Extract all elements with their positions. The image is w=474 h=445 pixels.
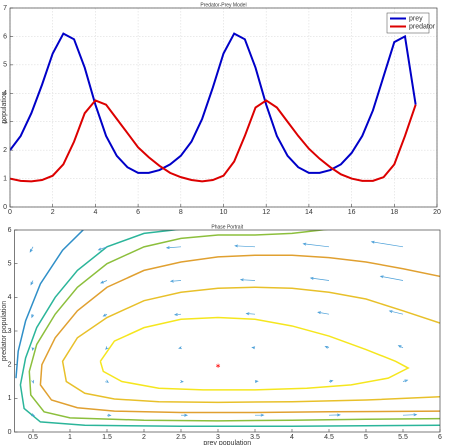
plot-content (10, 32, 417, 183)
quiver-arrow (324, 345, 330, 349)
x-axis-label: prey population (203, 440, 251, 445)
quiver-arrow (106, 413, 112, 417)
quiver-arrow (234, 244, 256, 248)
quiver-arrow (254, 413, 265, 417)
contour-line (19, 230, 440, 428)
x-tick-label: 6 (438, 434, 442, 441)
quiver-arrow (102, 313, 108, 317)
x-tick-label: 2 (142, 434, 146, 441)
quiver-arrow (178, 346, 182, 350)
contour-line (61, 286, 440, 404)
x-tick-label: 1.5 (102, 434, 112, 441)
quiver-arrow (254, 379, 259, 383)
quiver-arrow (388, 310, 404, 315)
x-tick-label: 2.5 (176, 434, 186, 441)
chart-title: Phase Portrait (211, 224, 243, 230)
series-line (10, 32, 417, 174)
x-tick-label: 12 (262, 209, 270, 216)
quiver-arrow (180, 413, 189, 417)
equilibrium-marker: ∗ (215, 363, 221, 370)
y-tick-label: 4 (8, 294, 12, 301)
quiver-arrow (31, 413, 36, 417)
quiver-arrow (370, 240, 404, 248)
y-tick-label: 3 (8, 328, 12, 335)
x-tick-label: 0.5 (28, 434, 38, 441)
x-tick-label: 4 (93, 209, 97, 216)
quiver-arrow (379, 275, 404, 281)
quiver-arrow (105, 379, 109, 383)
y-tick-label: 5 (3, 62, 7, 69)
legend-label: prey (409, 15, 423, 22)
quiver-arrow (30, 280, 34, 286)
contour-line (39, 254, 440, 414)
y-tick-label: 6 (8, 227, 12, 234)
x-tick-label: 4.5 (324, 434, 334, 441)
quiver-arrow (180, 379, 184, 383)
x-tick-label: 5.5 (398, 434, 408, 441)
x-tick-label: 6 (136, 209, 140, 216)
quiver-arrow (239, 278, 256, 282)
x-tick-label: 0 (8, 209, 12, 216)
quiver-arrow (173, 313, 182, 317)
y-tick-label: 2 (8, 362, 12, 369)
quiver-arrow (165, 246, 182, 250)
axes-frame (14, 229, 441, 433)
quiver-arrow (328, 413, 341, 417)
quiver-arrow (245, 312, 256, 316)
quiver-arrow (251, 346, 256, 350)
y-tick-label: 0 (8, 429, 12, 436)
y-axis-label: predator population (1, 301, 8, 361)
quiver-arrow (31, 347, 35, 352)
contour-line (15, 230, 85, 379)
quiver-arrow (397, 345, 404, 349)
quiver-arrow (31, 379, 35, 384)
quiver-arrow (402, 379, 409, 383)
x-tick-label: 8 (179, 209, 183, 216)
quiver-arrow (97, 246, 108, 251)
y-axis-label: population (1, 91, 8, 123)
x-tick-label: 14 (305, 209, 313, 216)
x-tick-label: 10 (220, 209, 228, 216)
y-tick-label: 4 (3, 90, 7, 97)
y-tick-label: 2 (3, 147, 7, 154)
x-tick-label: 3 (216, 434, 220, 441)
quiver-arrow (309, 276, 330, 281)
x-tick-label: 3.5 (250, 434, 260, 441)
quiver-arrow (31, 314, 35, 319)
contour-line (99, 316, 410, 391)
x-tick-label: 16 (348, 209, 356, 216)
contour-line (28, 230, 440, 422)
quiver-arrow (402, 413, 418, 417)
x-tick-label: 5 (364, 434, 368, 441)
x-tick-label: 20 (433, 209, 441, 216)
quiver-arrow (105, 346, 109, 350)
quiver-arrow (328, 379, 334, 383)
x-tick-label: 1 (68, 434, 72, 441)
legend-label: predator (409, 23, 436, 30)
y-tick-label: 3 (3, 119, 7, 126)
quiver-arrow (317, 311, 330, 315)
y-tick-label: 6 (3, 33, 7, 40)
y-tick-label: 0 (3, 204, 7, 211)
y-tick-label: 7 (3, 5, 7, 12)
axes-frame (9, 7, 438, 208)
y-tick-label: 5 (8, 261, 12, 268)
plot-content: ∗ (15, 230, 440, 428)
series-line (10, 99, 417, 183)
x-tick-label: 4 (290, 434, 294, 441)
quiver-arrow (169, 279, 182, 283)
x-tick-label: 18 (390, 209, 398, 216)
x-tick-label: 2 (51, 209, 55, 216)
quiver-arrow (29, 246, 34, 253)
chart-title: Predator-Prey Model (200, 2, 246, 8)
quiver-arrow (100, 280, 108, 284)
quiver-arrow (302, 242, 330, 248)
y-tick-label: 1 (3, 175, 7, 182)
y-tick-label: 1 (8, 395, 12, 402)
